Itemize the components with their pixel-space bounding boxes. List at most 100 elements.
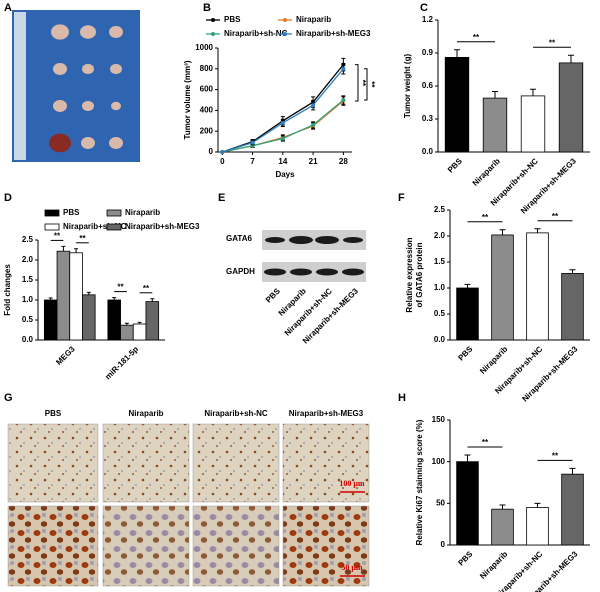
lane-label: Niraparib+sh-NC [283,286,334,337]
x-tick-label: Niraparib [471,156,502,187]
x-tick-label: miR-181-5p [103,344,140,381]
x-tick-label: PBS [446,156,464,174]
bar [526,232,549,341]
bar [107,299,121,341]
y-tick-label: 2.5 [22,235,34,244]
bar [120,324,134,341]
bar [456,461,479,546]
tumor [53,100,67,112]
legend-swatch [211,18,215,22]
error-bar [464,454,471,462]
y-tick-label: 0 [209,147,214,156]
bar [526,507,549,546]
bar [82,294,96,341]
tumor [109,26,123,38]
panel-letter: F [398,192,405,204]
band [315,236,339,244]
x-tick-label: PBS [456,549,474,567]
x-tick-label: 14 [278,157,287,166]
error-bar [112,297,117,300]
scale-bar-label: 100 μm [339,479,365,488]
series-point [280,136,285,141]
series-point [341,98,346,102]
y-tick-label: 1.2 [422,15,434,24]
series-point [311,122,316,127]
ihc-image [282,505,370,587]
series-point [250,140,255,145]
legend-swatch [44,209,60,217]
legend-label: Niraparib [125,208,160,217]
legend-swatch [283,18,287,22]
legend-label: Niraparib+sh-MEG3 [125,222,200,231]
error-bar [499,504,506,510]
tumors [49,24,123,153]
significance-bracket [364,68,368,101]
blot-bands [264,236,364,276]
x-axis-title: Days [275,170,295,179]
significance-label: ** [473,33,480,42]
ihc-image [102,505,190,587]
band [342,268,364,276]
significance-label: ** [54,232,61,241]
y-tick-label: 1.5 [22,275,34,284]
significance-label: ** [482,213,489,222]
bar [145,301,160,341]
legend-label: Niraparib [296,15,331,24]
significance-label: ** [552,212,559,221]
bar [444,57,470,153]
error-bar [454,49,460,58]
y-tick-label: 0.3 [422,114,434,123]
error-bar [530,88,536,96]
legend-swatch [211,32,215,36]
y-tick-label: 600 [200,85,214,94]
bar [558,62,584,153]
y-tick-label: 800 [200,64,214,73]
series-point [280,120,285,125]
legend-label: PBS [224,15,241,24]
band [343,237,363,243]
x-tick-label: 7 [250,157,255,166]
tumor [111,101,121,111]
tumor [82,100,94,112]
y-tick-label: 200 [200,126,214,135]
lane-label: PBS [264,286,282,304]
significance-label: ** [367,81,376,88]
tumor [51,24,69,40]
panel-letter: B [203,2,211,14]
panel-letter: A [4,2,12,14]
y-axis-title: of GATA6 protein [415,242,424,307]
bar [132,323,147,341]
error-bar [499,229,506,235]
bar [456,287,479,341]
y-axis-title: Tumor weight (g) [403,54,412,119]
tumor [110,63,122,75]
bar [561,473,584,546]
ihc-image [192,423,280,503]
y-tick-label: 400 [200,106,214,115]
bar [69,252,83,341]
band [290,268,312,276]
blot-row-label: GAPDH [226,267,255,276]
y-axis-title: Fold changes [3,264,12,316]
series-point [341,66,346,71]
y-axis-title: Relative expression [405,237,414,312]
series-point [311,103,316,108]
scale-bar-label: 50 μm [341,563,363,572]
band [316,268,338,276]
significance-label: ** [79,234,86,243]
bar [520,95,546,153]
y-tick-label: 0.0 [422,147,434,156]
legend-label: Niraparib+sh-NC [63,222,127,231]
error-bar [534,502,541,508]
column-label: PBS [45,409,62,418]
significance-label: ** [117,283,124,292]
y-tick-label: 0 [441,540,446,549]
y-tick-label: 0.9 [422,48,434,57]
error-bar [534,228,541,233]
ihc-image [282,423,370,503]
tumor [53,63,67,75]
y-tick-label: 1.5 [434,257,446,266]
ihc-images [7,423,370,587]
significance-label: ** [482,438,489,447]
